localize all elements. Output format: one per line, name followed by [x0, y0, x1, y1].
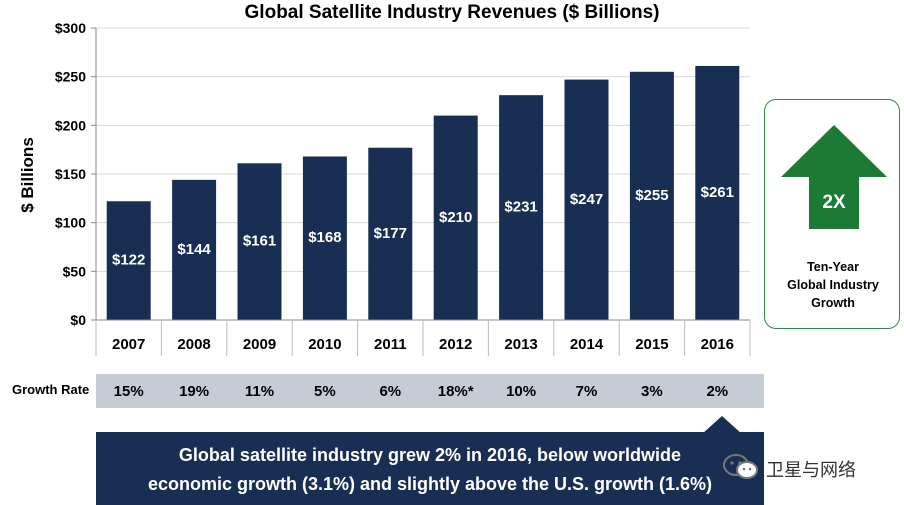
growth-rate-value: 10% [506, 383, 537, 400]
growth-rate-value: 5% [314, 383, 336, 400]
x-tick-label: 2015 [635, 336, 668, 353]
growth-rate-value: 2% [706, 383, 729, 400]
callout-text: Ten-Year Global Industry Growth [787, 260, 879, 310]
x-tick-label: 2013 [504, 336, 537, 353]
growth-rate-value: 7% [575, 383, 598, 400]
bar [368, 147, 413, 320]
x-tick-label: 2012 [439, 336, 472, 353]
x-tick-label: 2007 [112, 336, 145, 353]
x-tick-label: 2010 [308, 336, 341, 353]
bar [695, 65, 740, 321]
growth-rate-value: 19% [179, 383, 210, 400]
data-label: $122 [112, 252, 145, 269]
growth-rate-value: 3% [641, 383, 663, 400]
y-tick-label: $150 [55, 166, 86, 182]
watermark: 卫星与网络 [722, 452, 882, 482]
y-tick-label: $50 [63, 263, 87, 279]
x-tick-label: 2009 [243, 336, 276, 353]
chart-title: Global Satellite Industry Revenues ($ Bi… [244, 2, 660, 23]
watermark-text: 卫星与网络 [766, 460, 856, 481]
y-tick-label: $250 [55, 69, 86, 85]
bar [433, 115, 478, 320]
arrow-label: 2X [822, 192, 846, 213]
note-pointer [702, 416, 742, 434]
growth-rate-value: 6% [379, 383, 402, 400]
growth-rate-value: 15% [113, 383, 144, 400]
growth-rate-value: 18%* [437, 383, 474, 400]
bar [564, 79, 609, 320]
data-label: $144 [177, 241, 211, 258]
bar [499, 95, 544, 320]
bar [172, 179, 217, 320]
y-tick-label: $300 [55, 20, 86, 36]
y-tick-label: $100 [55, 215, 86, 231]
data-label: $255 [635, 187, 668, 204]
growth-rate-band [96, 374, 764, 408]
x-tick-label: 2008 [177, 336, 210, 353]
data-label: $210 [439, 209, 472, 226]
data-label: $177 [374, 225, 407, 242]
data-label: $168 [308, 229, 341, 246]
x-tick-label: 2011 [374, 336, 407, 353]
growth-rate-label: Growth Rate [12, 382, 90, 397]
note-line-2: economic growth (3.1%) and slightly abov… [147, 474, 713, 494]
bar [106, 201, 151, 320]
x-tick-label: 2016 [701, 336, 734, 353]
summary-note: Global satellite industry grew 2% in 201… [96, 416, 764, 505]
growth-rate-value: 11% [244, 383, 275, 400]
data-label: $261 [701, 184, 734, 201]
bar-chart: $0 $50 $100 $150 $200 $250 $300 $122 $144 $161 $16… [55, 20, 751, 356]
up-arrow-icon: 2X [781, 125, 887, 229]
bar [629, 71, 674, 320]
data-label: $231 [504, 199, 537, 216]
x-tick-label: 2014 [570, 336, 604, 353]
growth-callout: 2X Ten-Year Global Industry Growth [764, 99, 900, 329]
bar [237, 163, 282, 320]
note-text: Global satellite industry grew 2% in 201… [96, 441, 764, 499]
bar [302, 156, 347, 320]
wechat-icon [723, 454, 758, 479]
data-label: $161 [243, 233, 276, 250]
y-tick-label: $0 [70, 312, 86, 328]
y-tick-label: $200 [55, 117, 86, 133]
data-label: $247 [570, 191, 603, 208]
note-line-1: Global satellite industry grew 2% in 201… [178, 445, 682, 465]
